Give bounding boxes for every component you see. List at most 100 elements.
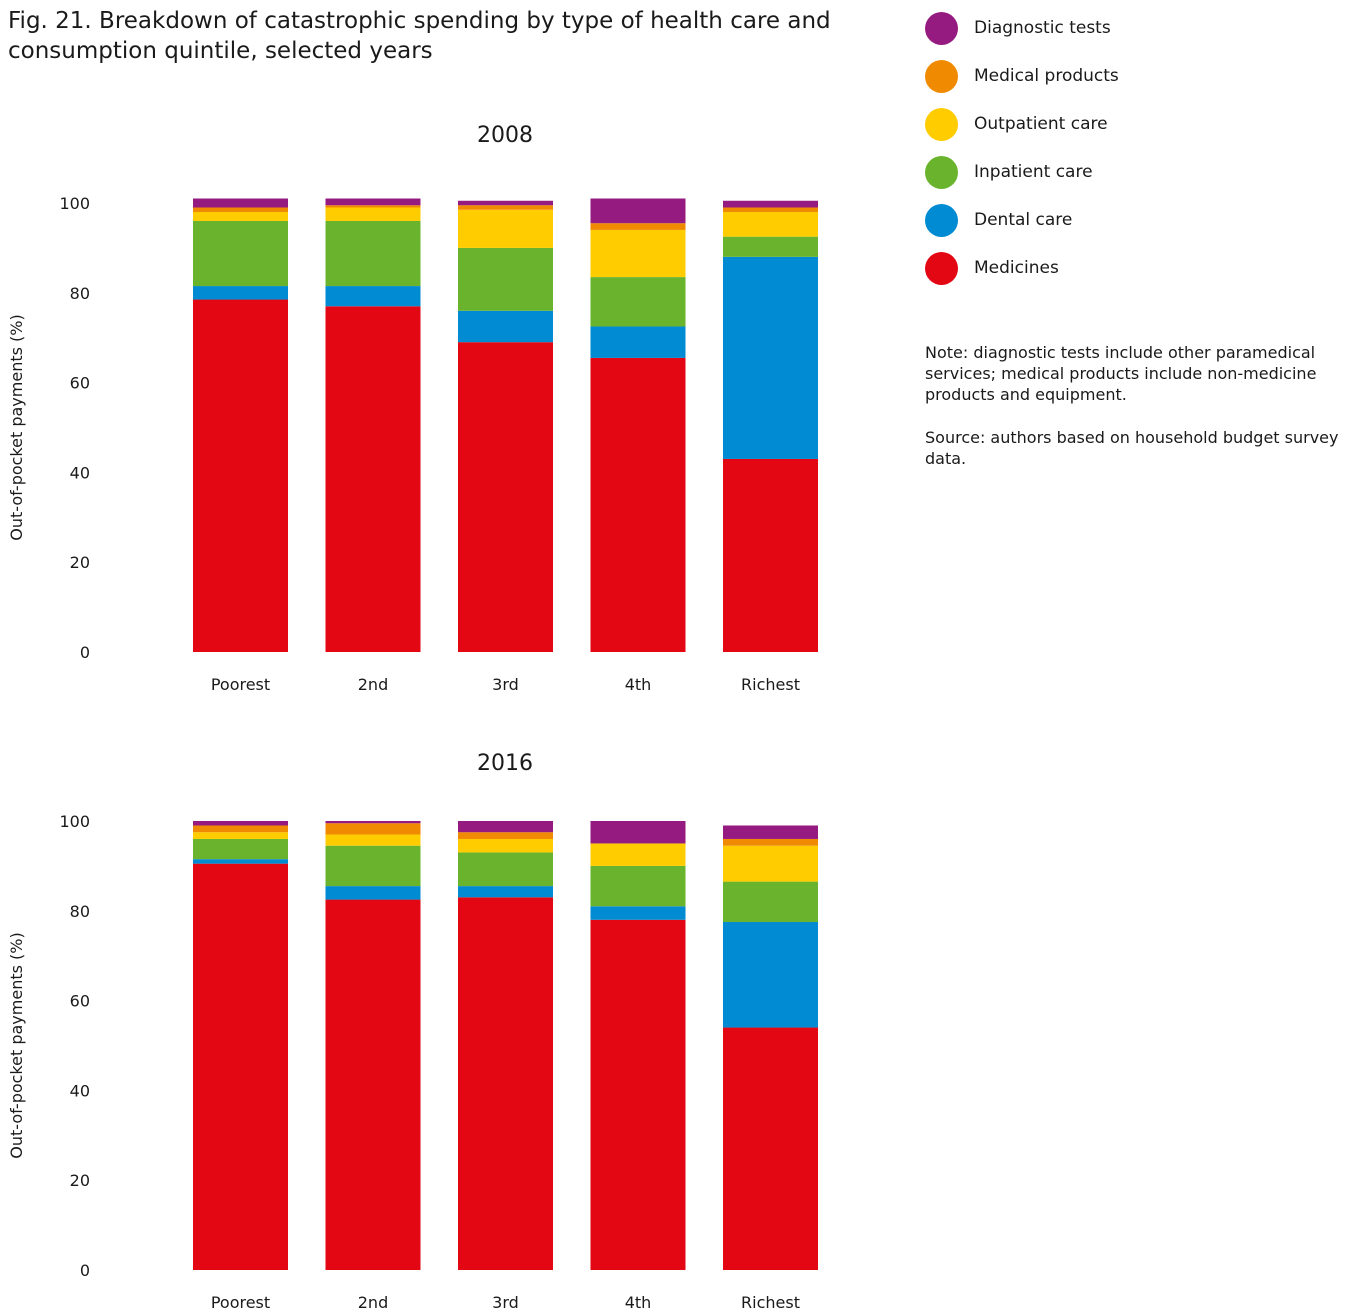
bar-segment-outpatient-care-richest (723, 845, 818, 882)
x-tick-label: Poorest (211, 1293, 270, 1312)
bar-segment-dental-care-4th (590, 906, 686, 920)
bar-segment-inpatient-care-2nd (325, 220, 421, 287)
bar-segment-outpatient-care-2nd (325, 834, 421, 846)
legend-swatch (925, 11, 958, 45)
bar-segment-inpatient-care-4th (590, 277, 686, 327)
y-tick-label: 60 (70, 374, 90, 393)
bar-segment-outpatient-care-poorest (193, 211, 288, 221)
bar-segment-medical-products-2nd (325, 823, 421, 835)
bar-segment-medicines-4th (590, 357, 686, 652)
x-tick-label: 2nd (358, 675, 388, 694)
bar-segment-diagnostic-tests-3rd (458, 821, 553, 833)
bar-segment-medical-products-richest (723, 207, 818, 212)
bar-segment-inpatient-care-4th (590, 865, 686, 907)
legend-swatch (925, 59, 958, 93)
bar-segment-inpatient-care-poorest (193, 838, 288, 860)
bar-segment-diagnostic-tests-poorest (193, 198, 288, 208)
chart-2008: 2008 Out-of-pocket payments (%) 0 20 40 60 80 1… (7, 123, 818, 694)
figure-title-line-2: consumption quintile, selected years (8, 38, 433, 64)
bar-segment-medical-products-poorest (193, 207, 288, 212)
bar-segment-dental-care-4th (590, 326, 686, 358)
chart-title: 2008 (477, 123, 533, 148)
legend-swatch (925, 203, 958, 237)
legend-item-diagnostic-tests: Diagnostic tests (925, 4, 1119, 52)
bar-segment-medical-products-poorest (193, 825, 288, 833)
bar-segment-diagnostic-tests-2nd (325, 198, 421, 206)
bar-segment-dental-care-3rd (458, 886, 553, 898)
bar-segment-medicines-2nd (325, 306, 421, 652)
legend-swatch (925, 251, 958, 285)
bar-segment-medicines-poorest (193, 863, 288, 1270)
legend-label: Dental care (974, 210, 1073, 230)
bar-segment-outpatient-care-3rd (458, 838, 553, 853)
figure-title: Fig. 21. Breakdown of catastrophic spend… (8, 6, 888, 66)
bar-segment-outpatient-care-3rd (458, 209, 553, 248)
bar-segment-inpatient-care-3rd (458, 852, 553, 887)
legend: Diagnostic tests Medical products Outpat… (925, 4, 1119, 292)
y-tick-label: 0 (80, 1261, 90, 1280)
y-tick-label: 40 (70, 1081, 90, 1100)
bar-segment-inpatient-care-richest (723, 881, 818, 923)
y-tick-label: 0 (80, 643, 90, 662)
x-tick-label: Poorest (211, 675, 270, 694)
bar-segment-diagnostic-tests-poorest (193, 821, 288, 826)
y-tick-label: 80 (70, 284, 90, 303)
legend-label: Inpatient care (974, 162, 1093, 182)
y-tick-label: 100 (59, 812, 90, 831)
bar-segment-diagnostic-tests-4th (590, 821, 686, 844)
x-tick-label: Richest (741, 675, 800, 694)
bar-segment-medicines-richest (723, 1027, 818, 1270)
bar-segment-diagnostic-tests-2nd (325, 821, 421, 824)
x-tick-label: Richest (741, 1293, 800, 1312)
x-tick-label: 4th (625, 675, 652, 694)
bar-segment-medical-products-3rd (458, 205, 553, 210)
bar-segment-outpatient-care-2nd (325, 207, 421, 221)
bar-segment-medical-products-3rd (458, 832, 553, 839)
bar-segment-dental-care-poorest (193, 859, 288, 864)
bar-segment-diagnostic-tests-4th (590, 198, 686, 224)
bar-segment-medicines-2nd (325, 899, 421, 1270)
y-tick-label: 20 (70, 1171, 90, 1190)
x-tick-label: 3rd (492, 1293, 519, 1312)
legend-label: Diagnostic tests (974, 18, 1111, 38)
legend-item-outpatient-care: Outpatient care (925, 100, 1119, 148)
bar-segment-medicines-3rd (458, 342, 553, 652)
bar-segment-medical-products-richest (723, 838, 818, 846)
bar-segment-dental-care-3rd (458, 310, 553, 343)
bar-segment-dental-care-poorest (193, 286, 288, 300)
legend-swatch (925, 155, 958, 189)
x-tick-label: 2nd (358, 1293, 388, 1312)
bar-segment-diagnostic-tests-richest (723, 825, 818, 839)
chart-title: 2016 (477, 751, 533, 776)
bar-segment-dental-care-2nd (325, 886, 421, 900)
legend-swatch (925, 107, 958, 141)
bar-segment-inpatient-care-3rd (458, 247, 553, 311)
bar-segment-outpatient-care-richest (723, 211, 818, 237)
chart-2016: 2016 Out-of-pocket payments (%) 0 20 40 60 80 1… (7, 751, 818, 1312)
y-tick-label: 100 (59, 194, 90, 213)
legend-label: Outpatient care (974, 114, 1108, 134)
bar-segment-medical-products-2nd (325, 205, 421, 208)
y-axis-label: Out-of-pocket payments (%) (7, 314, 26, 540)
y-tick-label: 80 (70, 902, 90, 921)
y-tick-label: 60 (70, 992, 90, 1011)
y-axis-label: Out-of-pocket payments (%) (7, 932, 26, 1158)
bar-segment-dental-care-2nd (325, 286, 421, 307)
source-text: Source: authors based on household budge… (925, 428, 1339, 468)
legend-item-medical-products: Medical products (925, 52, 1119, 100)
bar-segment-diagnostic-tests-3rd (458, 200, 553, 206)
figure-notes: Note: diagnostic tests include other par… (925, 342, 1355, 491)
y-tick-label: 40 (70, 463, 90, 482)
bar-segment-medicines-4th (590, 919, 686, 1270)
legend-item-inpatient-care: Inpatient care (925, 148, 1119, 196)
bar-segment-medicines-3rd (458, 897, 553, 1270)
note-text: Note: diagnostic tests include other par… (925, 343, 1317, 404)
bar-segment-outpatient-care-4th (590, 229, 686, 278)
bar-segment-inpatient-care-poorest (193, 220, 288, 287)
bar-segment-medicines-richest (723, 458, 818, 652)
legend-item-medicines: Medicines (925, 244, 1119, 292)
x-tick-label: 4th (625, 1293, 652, 1312)
figure-title-line-1: Fig. 21. Breakdown of catastrophic spend… (8, 8, 831, 34)
bar-segment-dental-care-richest (723, 256, 818, 459)
bar-segment-diagnostic-tests-richest (723, 200, 818, 208)
